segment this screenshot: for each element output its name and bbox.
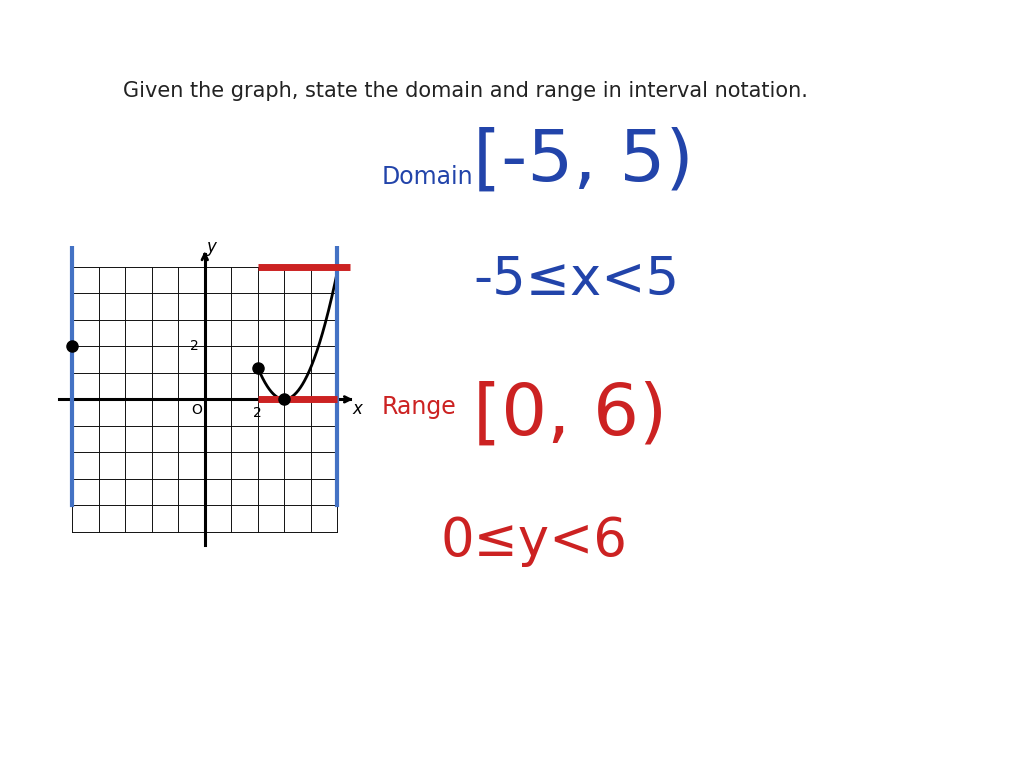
Text: Range: Range <box>382 395 457 419</box>
Text: -5≤x<5: -5≤x<5 <box>473 254 679 306</box>
Text: Given the graph, state the domain and range in interval notation.: Given the graph, state the domain and ra… <box>123 81 808 101</box>
Text: Domain: Domain <box>382 164 473 189</box>
Text: O: O <box>191 403 203 417</box>
Text: [0, 6): [0, 6) <box>473 380 668 449</box>
Text: 0≤y<6: 0≤y<6 <box>440 515 628 568</box>
Text: 2: 2 <box>253 406 262 419</box>
Text: 2: 2 <box>189 339 199 353</box>
Text: x: x <box>352 399 362 418</box>
Text: [-5, 5): [-5, 5) <box>473 127 693 196</box>
Text: y: y <box>207 238 216 256</box>
